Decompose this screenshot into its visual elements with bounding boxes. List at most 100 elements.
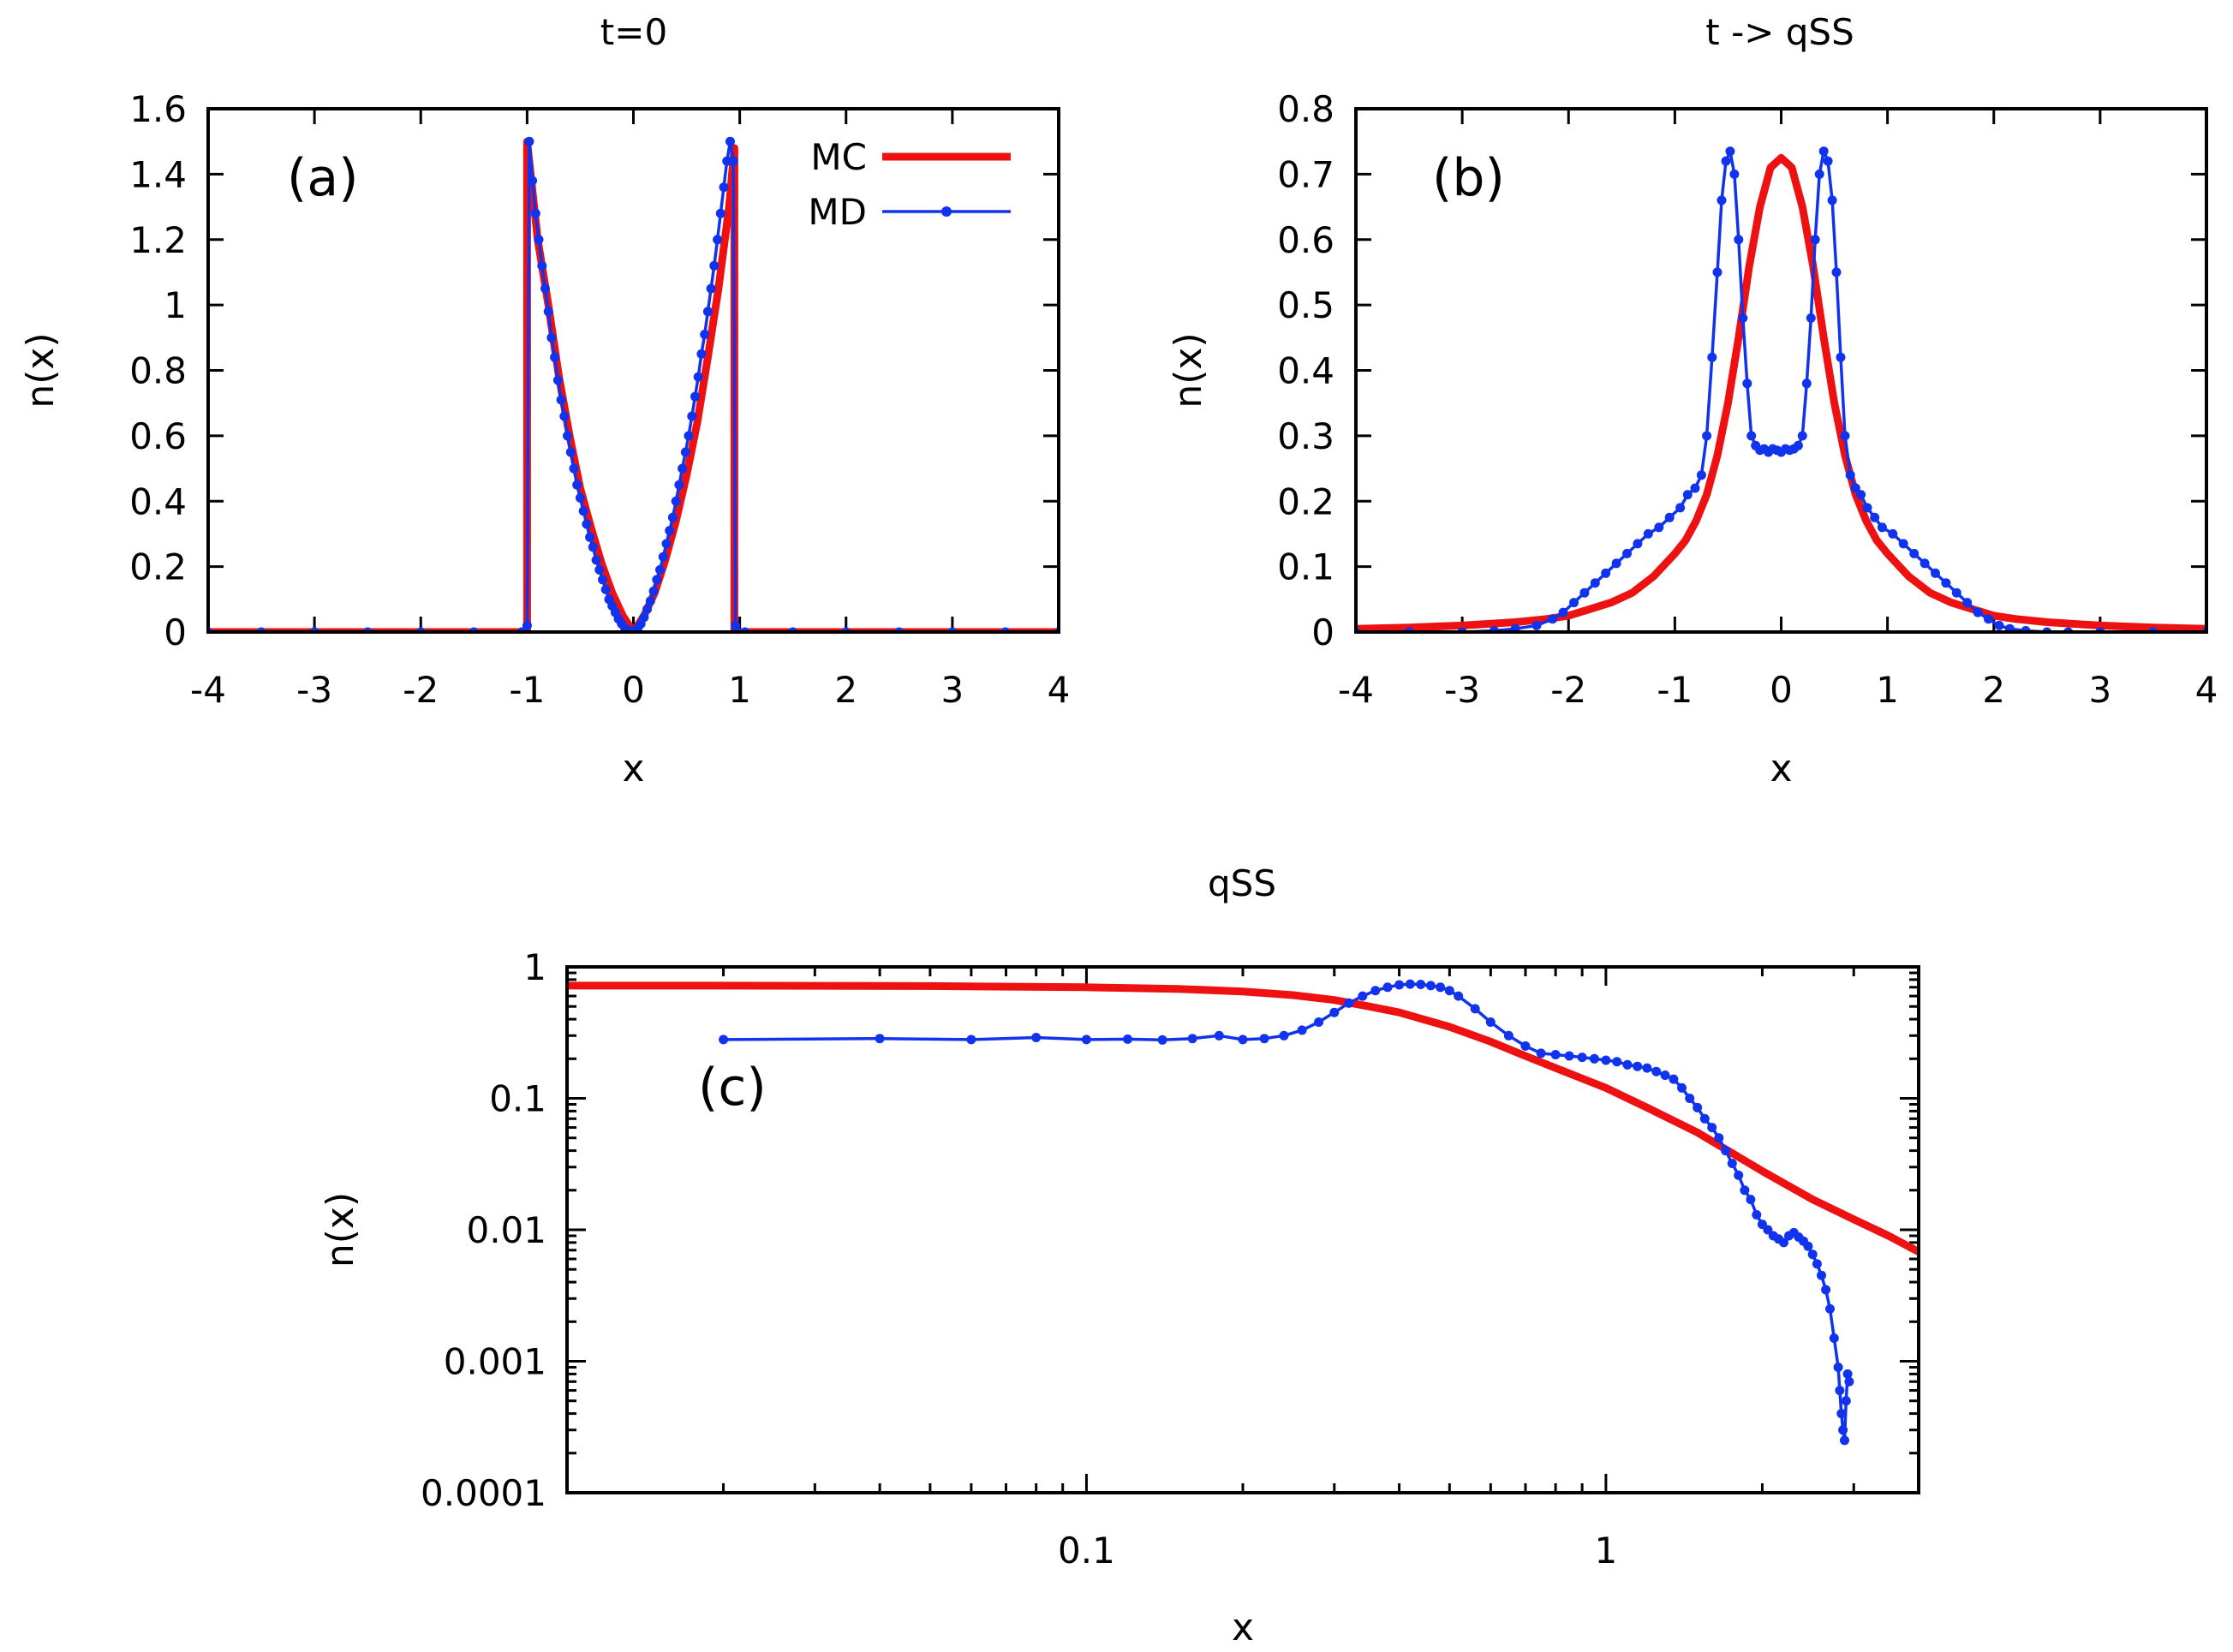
plot-title: t=0: [600, 11, 667, 53]
panel-label: (c): [698, 1058, 767, 1118]
series-md-point: [1812, 1259, 1822, 1269]
series-md-point: [1569, 598, 1579, 608]
series-md-point: [552, 375, 563, 385]
series-md-point: [966, 1035, 976, 1045]
series-md-point: [1746, 431, 1757, 441]
series-md-line: [723, 982, 1851, 1442]
series-md-point: [1314, 1017, 1324, 1027]
series-md-point: [1590, 578, 1600, 588]
series-md-point: [1801, 379, 1812, 389]
series-md-point: [1994, 620, 2004, 630]
series-md-point: [1721, 1146, 1731, 1156]
series-md-point: [578, 506, 588, 516]
plot-frame: [1354, 107, 2208, 634]
series-md-point: [585, 532, 595, 542]
x-tick-label: -3: [1444, 669, 1480, 711]
series-md-point: [1669, 1074, 1679, 1084]
series-md-line: [1356, 149, 2206, 632]
series-md-point: [1675, 503, 1686, 513]
series-md-point: [706, 283, 716, 294]
series-md-point: [652, 575, 662, 585]
series-md-point: [1898, 539, 1908, 549]
series-md-point: [1081, 1035, 1091, 1045]
series-md-point: [1611, 558, 1621, 569]
panel-c: qSS 0.1 1 0.0001 0.001 0.01 0.1 1 x n(x) (c): [319, 862, 1920, 1649]
series-md-point: [1818, 146, 1829, 157]
series-md-point: [1601, 568, 1611, 578]
panel-label: (b): [1432, 148, 1505, 208]
series-md-point: [1031, 1033, 1042, 1042]
series-mc-line: [208, 137, 1059, 632]
series-md-point: [1909, 548, 1920, 558]
series-md-point: [639, 612, 649, 623]
series-md-point: [1416, 980, 1426, 989]
series-md-point: [1577, 1053, 1587, 1063]
series-md-point: [1734, 235, 1744, 245]
series-md-point: [1941, 578, 1951, 588]
series-md-point: [1660, 1071, 1670, 1080]
y-axis-label: n(x): [1167, 332, 1210, 408]
series-md-point: [1589, 1053, 1599, 1064]
series-md-point: [1696, 470, 1706, 480]
x-tick-label: 2: [1982, 669, 2005, 711]
plot-title: t -> qSS: [1705, 11, 1854, 53]
series-md-point: [693, 372, 703, 382]
y-tick-label: 1.6: [129, 88, 187, 130]
legend-label-md: MD: [808, 191, 867, 233]
series-md-point: [696, 349, 707, 359]
series-md-point: [1699, 1113, 1710, 1124]
series-md-point: [1685, 1094, 1695, 1103]
series-md-point: [1633, 539, 1643, 549]
series-md-point: [1712, 267, 1723, 277]
y-tick-label: 1.2: [129, 219, 187, 261]
series-md-point: [719, 1035, 729, 1045]
series-md-point: [1579, 587, 1590, 598]
panel-label: (a): [287, 148, 359, 208]
x-tick-label: 4: [2195, 669, 2218, 711]
series-md-point: [1962, 598, 1973, 608]
series-md-point: [1382, 982, 1393, 993]
series-md-point: [559, 411, 570, 421]
series-md-point: [600, 584, 611, 594]
series-md-point: [1344, 998, 1354, 1008]
legend-label-mc: MC: [810, 136, 867, 178]
series-md-point: [1531, 620, 1542, 630]
x-tick-label: -1: [1657, 669, 1693, 711]
x-axis-label: x: [1232, 1606, 1254, 1649]
series-md-point: [1707, 352, 1717, 362]
x-tick-label: 2: [834, 669, 857, 711]
y-tick-label: 0.5: [1277, 284, 1334, 326]
series-md-point: [1214, 1030, 1224, 1041]
y-tick-label: 0.0001: [421, 1472, 546, 1514]
series-md-point: [1806, 313, 1816, 323]
series-md-point: [655, 564, 665, 575]
series-md-point: [1973, 607, 1983, 617]
series-md-point: [1842, 1369, 1853, 1379]
series-md-point: [1721, 156, 1731, 166]
series-md-point: [1702, 431, 1712, 441]
panel-b: t -> qSS -4 -3 -2 -1 0 1 2 3 4 0 0.1 0.2 0.3 0.4 0.5 0.6…: [1167, 11, 2218, 790]
series-md-point: [1622, 1059, 1633, 1070]
series-md-point: [1405, 979, 1415, 989]
series-md-point: [528, 176, 538, 186]
y-tick-label: 0.8: [1277, 88, 1334, 130]
series-md-point: [1836, 352, 1846, 362]
series-md-point: [1425, 981, 1436, 991]
series-md-point: [1370, 986, 1381, 996]
series-md-point: [728, 156, 738, 166]
series-md-point: [1807, 1249, 1818, 1260]
series-md-point: [1633, 1061, 1643, 1071]
y-tick-label: 0: [164, 611, 187, 653]
series-md-point: [645, 596, 655, 606]
series-md-point: [1642, 1063, 1652, 1073]
x-tick-label: 0: [1770, 669, 1793, 711]
series-md-point: [1470, 1004, 1480, 1014]
series-md-point: [1862, 503, 1872, 513]
series-md-point: [648, 586, 659, 596]
series-md-point: [1622, 548, 1632, 558]
series-md-point: [674, 480, 684, 490]
series-md-point: [1564, 1051, 1574, 1061]
series-md-point: [1763, 1225, 1773, 1235]
y-tick-label: 1: [164, 284, 187, 326]
